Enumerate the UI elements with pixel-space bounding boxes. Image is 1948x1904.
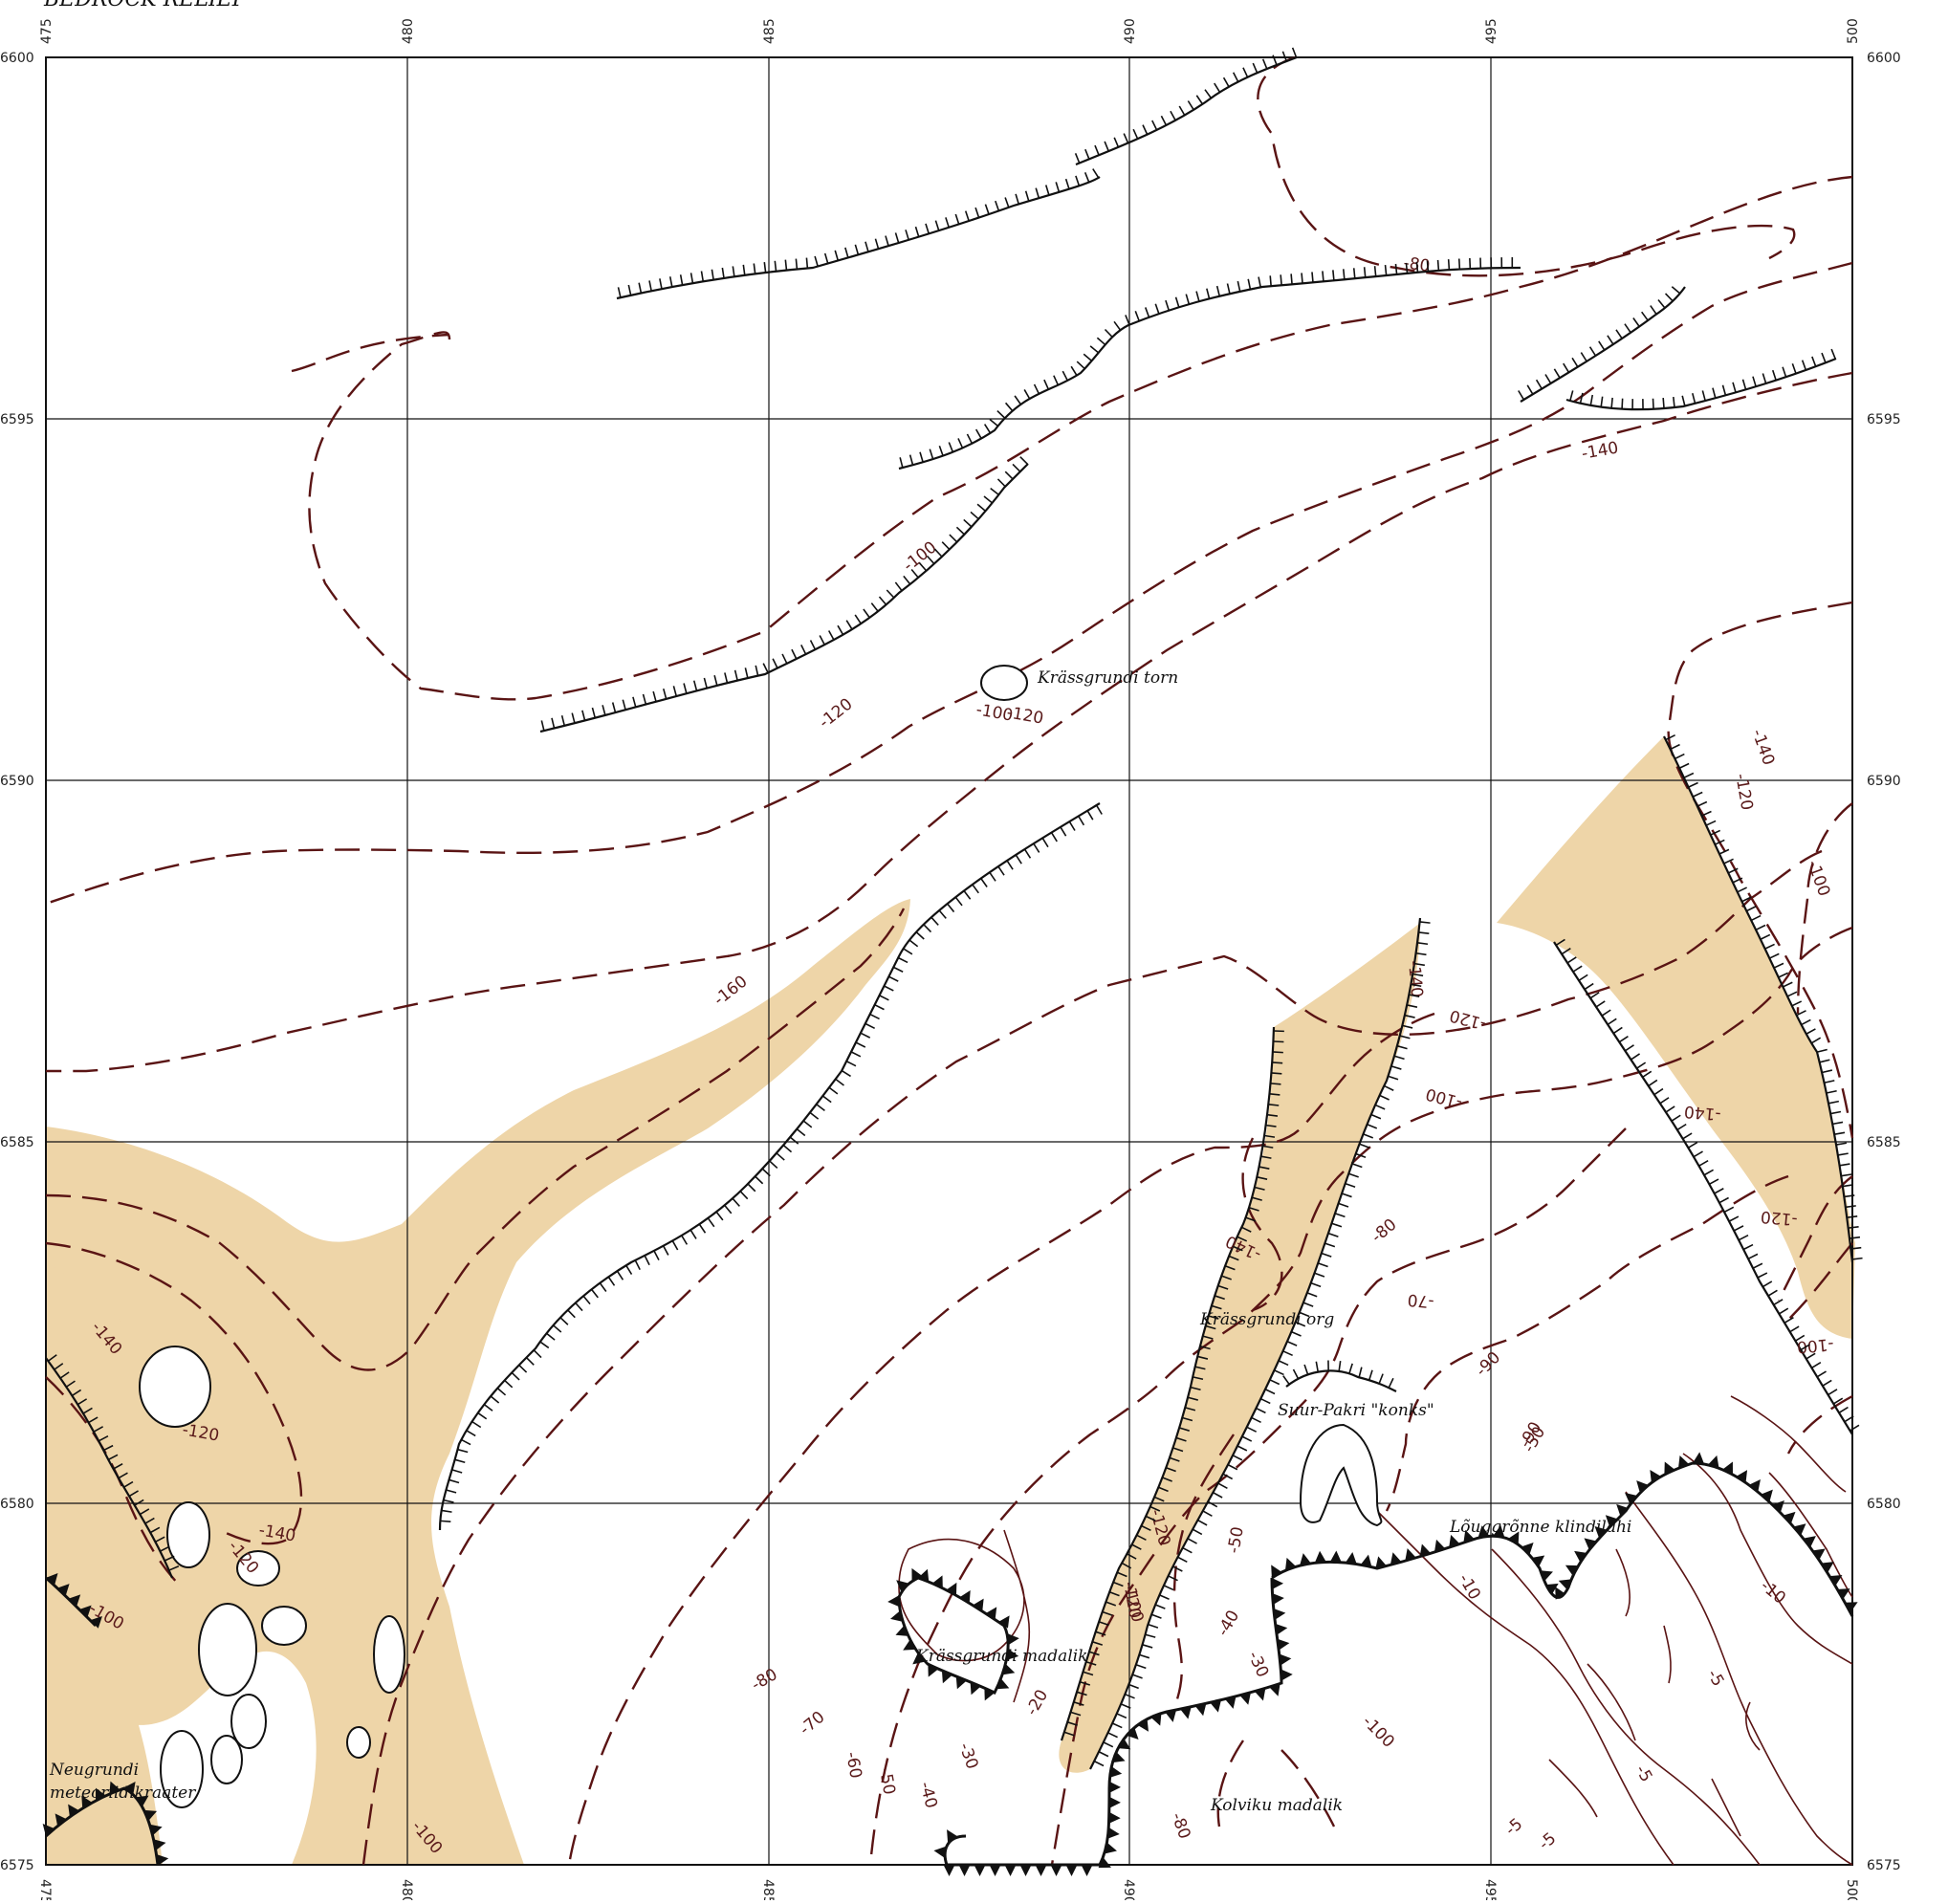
contour-label: -140 [1683,1102,1721,1124]
x-tick-490: 490 [1123,18,1138,44]
place-krassgrundi-org: Krässgrundi org [1199,1310,1334,1329]
low-relief-fill [46,736,1855,1865]
bottom-tick-475: 475 [37,1879,53,1900]
y-tick-6585-right: 6585 [1867,1135,1901,1150]
y-tick-6600-left: 6600 [0,51,34,66]
contour-label: -50 [1224,1525,1248,1555]
bottom-tick-495: 495 [1482,1879,1498,1900]
map-title: BEDROCK RELIEF [43,0,248,11]
contour-label: -40 [1214,1607,1243,1639]
contour-label: -5 [1703,1667,1728,1691]
contour-label: -120 [816,694,857,733]
contour-label: -80 [1368,1215,1400,1247]
contour-label: -140 [1580,439,1619,464]
y-tick-6585-left: 6585 [0,1135,34,1150]
contour-label: -10 [1455,1571,1484,1604]
bottom-tick-490: 490 [1121,1879,1136,1900]
contour-label: -80 [1167,1810,1193,1842]
contour-label: -90 [1472,1348,1504,1381]
bottom-tick-500: 500 [1844,1879,1859,1900]
y-tick-6580-left: 6580 [0,1497,34,1512]
contour-label: -50 [875,1766,899,1796]
contour-label: -5 [1631,1762,1656,1786]
contour-label: -120 [1005,703,1044,728]
place-krassgrundi-madalik: Krässgrundi madalik [915,1647,1088,1666]
x-tick-475: 475 [39,18,55,44]
contour-label: -100 [900,537,941,576]
contour-label: -30 [954,1740,981,1772]
contour-label: -80 [749,1665,781,1695]
x-tick-480: 480 [401,18,416,44]
bottom-tick-485: 485 [760,1879,776,1900]
contour-label: -20 [1022,1686,1052,1718]
y-tick-6600-right: 6600 [1867,51,1901,66]
place-neugrundi: Neugrundi [49,1761,139,1780]
contour-label: -70 [1407,1290,1434,1311]
x-tick-485: 485 [762,18,777,44]
bottom-tick-480: 480 [399,1879,414,1900]
contour-label: -60 [842,1750,865,1780]
y-tick-6575-right: 6575 [1867,1858,1901,1873]
place-krassgrundi-torn: Krässgrundi torn [1037,668,1178,688]
y-tick-6575-left: 6575 [0,1858,34,1873]
contour-label: -5 [1501,1815,1526,1840]
place-kolviku-madalik: Kolviku madalik [1210,1796,1343,1815]
contour-label: -40 [915,1780,941,1810]
contour-label: -140 [1747,727,1778,768]
contour-label: -120 [1760,1207,1798,1229]
y-tick-6595-right: 6595 [1867,412,1901,427]
contour-label: -100 [1424,1083,1464,1111]
contour-label: -120 [1448,1005,1488,1033]
contour-label: -120 [1731,772,1756,811]
y-tick-6590-right: 6590 [1867,774,1901,789]
y-tick-6590-left: 6590 [0,774,34,789]
contour-label: -10 [1757,1577,1789,1609]
y-tick-6595-left: 6595 [0,412,34,427]
x-tick-495: 495 [1484,18,1499,44]
contour-label: -100 [1803,858,1833,899]
place-suur-pakri-konks: Suur-Pakri "konks" [1278,1401,1434,1420]
contour-label: -5 [1535,1829,1560,1854]
contour-label: -160 [711,972,752,1010]
contour-label: -30 [1243,1649,1272,1681]
y-tick-6580-right: 6580 [1867,1497,1901,1512]
contour-label: -100 [1358,1712,1397,1751]
x-tick-500: 500 [1846,18,1861,44]
contour-label: -70 [796,1708,828,1740]
place-meteoriidikraater: meteoriidikraater [50,1784,196,1803]
place-louggronne-klindilahi: Lõuggrõnne klindilahi [1449,1518,1631,1537]
